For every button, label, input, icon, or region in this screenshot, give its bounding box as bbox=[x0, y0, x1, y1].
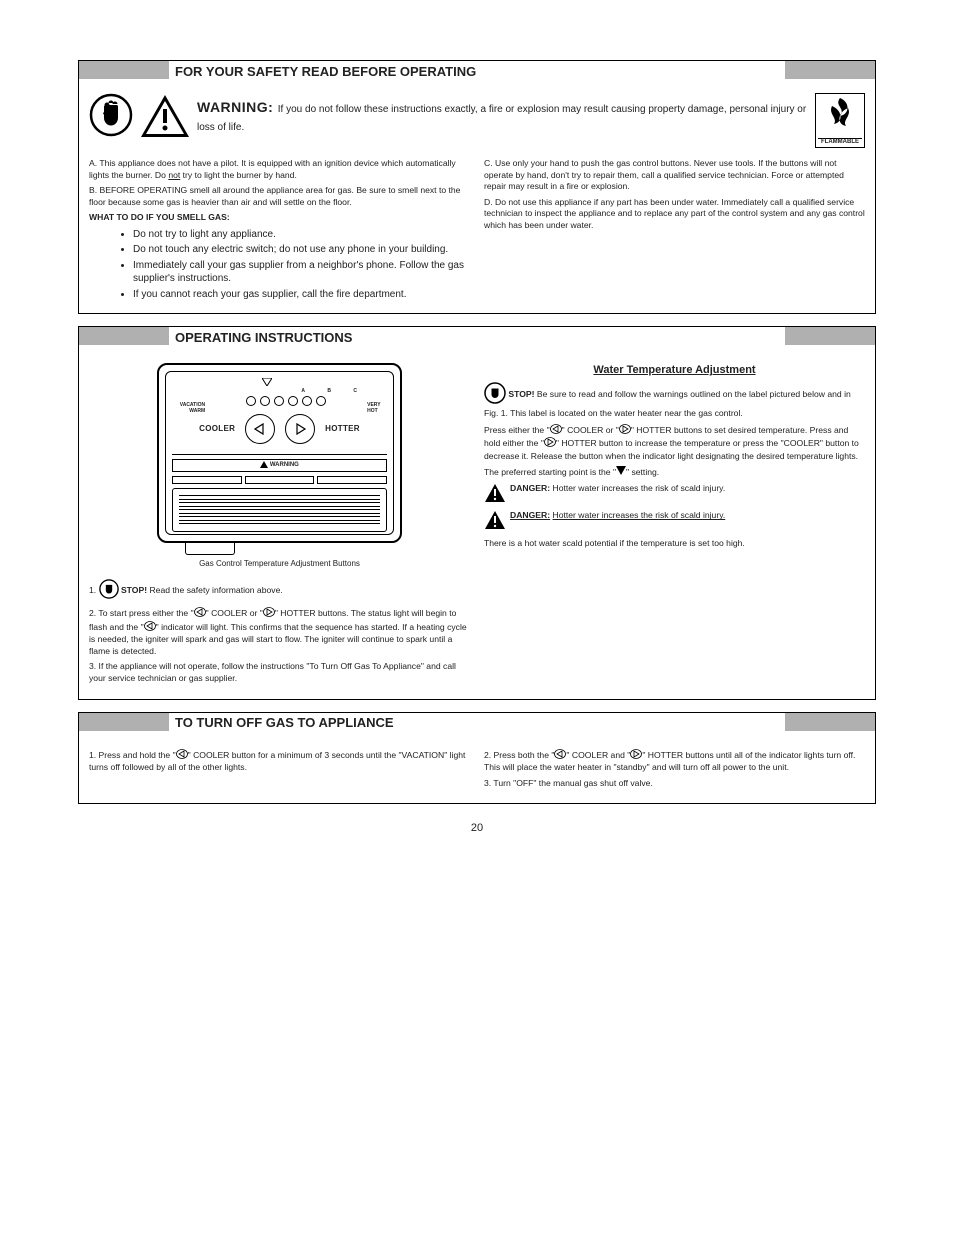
warning-label: WARNING: bbox=[197, 99, 273, 115]
header-tab-left bbox=[79, 61, 169, 79]
danger-row-2: DANGER: Hotter water increases the risk … bbox=[484, 510, 865, 534]
smell-item: Do not touch any electric switch; do not… bbox=[133, 243, 470, 257]
cp-caption: Gas Control Temperature Adjustment Butto… bbox=[157, 559, 402, 570]
cooler-label: COOLER bbox=[199, 424, 235, 435]
smell-gas-list: Do not try to light any appliance. Do no… bbox=[93, 228, 470, 302]
hotter-button[interactable] bbox=[285, 414, 315, 444]
water-temp-stop: STOP! Be sure to read and follow the war… bbox=[484, 382, 865, 419]
hotter-arrow-icon bbox=[619, 424, 631, 438]
cp-grille bbox=[172, 488, 387, 532]
cooler-button[interactable] bbox=[245, 414, 275, 444]
panel-title: FOR YOUR SAFETY READ BEFORE OPERATING bbox=[175, 64, 476, 79]
flammable-icon: FLAMMABLE bbox=[815, 93, 865, 148]
operating-panel: OPERATING INSTRUCTIONS bbox=[78, 326, 876, 699]
cooler-arrow-icon bbox=[550, 424, 562, 438]
panel-header: OPERATING INSTRUCTIONS bbox=[79, 327, 875, 351]
header-tab-right bbox=[785, 327, 875, 345]
cooler-arrow-icon bbox=[194, 607, 206, 621]
op-step-1: 1. STOP! Read the safety information abo… bbox=[89, 579, 470, 603]
cooler-arrow-icon bbox=[554, 749, 566, 763]
warm-label: WARM bbox=[172, 409, 205, 415]
danger-row-1: DANGER: Hotter water increases the risk … bbox=[484, 483, 865, 507]
preset-marker-icon bbox=[146, 378, 387, 387]
preferred-setting: The preferred starting point is the "" s… bbox=[484, 466, 865, 479]
safety-item-d: D. Do not use this appliance if any part… bbox=[484, 197, 865, 232]
hotter-arrow-icon bbox=[630, 749, 642, 763]
hotter-arrow-icon bbox=[544, 437, 556, 451]
hotter-label: HOTTER bbox=[325, 424, 360, 435]
safety-panel: FOR YOUR SAFETY READ BEFORE OPERATING WA… bbox=[78, 60, 876, 314]
led-label-c: C bbox=[345, 388, 365, 395]
warning-triangle-icon bbox=[484, 483, 506, 507]
very-hot-label: VERY HOT bbox=[367, 403, 387, 414]
header-tab-right bbox=[785, 61, 875, 79]
cp-foot bbox=[185, 543, 235, 555]
led-preset bbox=[274, 396, 284, 406]
cooler-arrow-icon bbox=[176, 749, 188, 763]
water-temp-heading: Water Temperature Adjustment bbox=[484, 363, 865, 378]
safety-item-c: C. Use only your hand to push the gas co… bbox=[484, 158, 865, 193]
warning-row: WARNING: If you do not follow these inst… bbox=[89, 93, 865, 148]
stop-hand-icon bbox=[99, 579, 119, 603]
led-vacation bbox=[246, 396, 256, 406]
led-label-a: A bbox=[293, 388, 313, 395]
smell-item: Do not try to light any appliance. bbox=[133, 228, 470, 242]
smell-item: Immediately call your gas supplier from … bbox=[133, 259, 470, 286]
hotter-arrow-icon bbox=[263, 607, 275, 621]
flammable-label: FLAMMABLE bbox=[818, 138, 862, 145]
gas-control-diagram: VACATION WARM A B bbox=[157, 363, 402, 569]
safety-item-a: A. This appliance does not have a pilot.… bbox=[89, 158, 470, 181]
stop-hand-icon bbox=[484, 382, 506, 408]
led-warm bbox=[260, 396, 270, 406]
operating-col-right: Water Temperature Adjustment STOP! Be su… bbox=[484, 359, 865, 688]
led-c bbox=[316, 396, 326, 406]
header-tab-left bbox=[79, 327, 169, 345]
warning-triangle-icon bbox=[139, 93, 191, 144]
led-b bbox=[302, 396, 312, 406]
safety-item-b: B. BEFORE OPERATING smell all around the… bbox=[89, 185, 470, 208]
panel-header: TO TURN OFF GAS TO APPLIANCE bbox=[79, 713, 875, 737]
header-tab-left bbox=[79, 713, 169, 731]
panel-title: OPERATING INSTRUCTIONS bbox=[175, 330, 352, 345]
safety-col-left: A. This appliance does not have a pilot.… bbox=[89, 154, 470, 303]
panel-header: FOR YOUR SAFETY READ BEFORE OPERATING bbox=[79, 61, 875, 85]
stop-hand-icon bbox=[89, 93, 133, 142]
led-label-b: B bbox=[319, 388, 339, 395]
smell-item: If you cannot reach your gas supplier, c… bbox=[133, 288, 470, 302]
turn-off-panel: TO TURN OFF GAS TO APPLIANCE 1. Press an… bbox=[78, 712, 876, 805]
scald-note: There is a hot water scald potential if … bbox=[484, 538, 865, 550]
smell-gas-title: WHAT TO DO IF YOU SMELL GAS: bbox=[89, 212, 470, 224]
cp-warning-label: WARNING bbox=[172, 459, 387, 471]
safety-col-right: C. Use only your hand to push the gas co… bbox=[484, 154, 865, 303]
warning-text: If you do not follow these instructions … bbox=[197, 104, 806, 133]
preset-marker-icon bbox=[616, 466, 626, 479]
op-step-3: 3. If the appliance will not operate, fo… bbox=[89, 661, 470, 684]
turnoff-step-2: 2. Press both the "" COOLER and "" HOTTE… bbox=[484, 749, 865, 774]
header-tab-right bbox=[785, 713, 875, 731]
panel-title: TO TURN OFF GAS TO APPLIANCE bbox=[175, 715, 394, 730]
turnoff-col-left: 1. Press and hold the "" COOLER button f… bbox=[89, 745, 470, 794]
turnoff-col-right: 2. Press both the "" COOLER and "" HOTTE… bbox=[484, 745, 865, 794]
page-number: 20 bbox=[78, 822, 876, 834]
led-a bbox=[288, 396, 298, 406]
cooler-arrow-icon bbox=[144, 621, 156, 635]
turnoff-step-3: 3. Turn "OFF" the manual gas shut off va… bbox=[484, 778, 865, 790]
water-temp-adjust: Press either the "" COOLER or "" HOTTER … bbox=[484, 424, 865, 463]
turnoff-step-1: 1. Press and hold the "" COOLER button f… bbox=[89, 749, 470, 774]
operating-col-left: VACATION WARM A B bbox=[89, 359, 470, 688]
warning-triangle-icon bbox=[484, 510, 506, 534]
op-step-2: 2. To start press either the "" COOLER o… bbox=[89, 607, 470, 657]
